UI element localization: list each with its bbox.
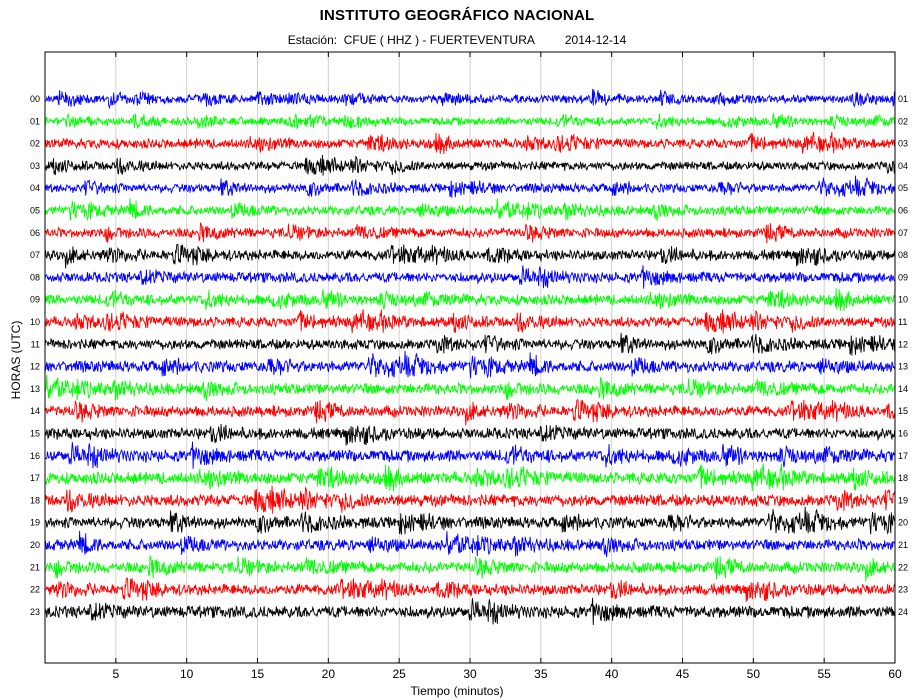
trace-hour-04 xyxy=(44,175,896,198)
hour-label-left: 17 xyxy=(30,473,40,483)
x-tick-label: 55 xyxy=(817,667,831,681)
hour-label-left: 00 xyxy=(30,94,40,104)
hour-label-left: 08 xyxy=(30,272,40,282)
trace-hour-20 xyxy=(44,530,896,558)
hour-label-right: 18 xyxy=(898,473,908,483)
x-tick-label: 45 xyxy=(676,667,690,681)
x-tick-label: 5 xyxy=(112,667,119,681)
x-tick-label: 30 xyxy=(463,667,477,681)
x-tick-label: 25 xyxy=(392,667,406,681)
trace-hour-08 xyxy=(44,265,896,289)
trace-hour-21 xyxy=(44,554,896,582)
hour-label-left: 12 xyxy=(30,362,40,372)
hour-label-left: 13 xyxy=(30,384,40,394)
hour-label-right: 14 xyxy=(898,384,908,394)
hour-label-left: 21 xyxy=(30,562,40,572)
trace-hour-17 xyxy=(44,463,896,492)
hour-label-left: 15 xyxy=(30,429,40,439)
hour-label-right: 01 xyxy=(898,94,908,104)
hour-label-left: 22 xyxy=(30,585,40,595)
trace-hour-22 xyxy=(44,577,896,602)
hour-label-left: 07 xyxy=(30,250,40,260)
trace-hour-05 xyxy=(44,198,896,221)
hour-label-left: 01 xyxy=(30,116,40,126)
trace-hour-01 xyxy=(44,113,896,130)
hour-label-right: 21 xyxy=(898,540,908,550)
trace-hour-07 xyxy=(44,243,896,269)
hour-label-right: 20 xyxy=(898,518,908,528)
hour-label-right: 22 xyxy=(898,562,908,572)
hour-label-right: 12 xyxy=(898,339,908,349)
hour-label-left: 11 xyxy=(31,339,40,349)
trace-hour-09 xyxy=(44,288,896,311)
hour-label-right: 11 xyxy=(898,317,907,327)
date-label: 2014-12-14 xyxy=(564,33,627,47)
chart-title: INSTITUTO GEOGRÁFICO NACIONAL xyxy=(319,7,595,24)
hour-label-right: 19 xyxy=(898,495,908,505)
hour-label-right: 24 xyxy=(898,607,908,617)
trace-hour-18 xyxy=(44,485,896,514)
chart-subtitle: Estación: CFUE ( HHZ ) - FUERTEVENTURA 20… xyxy=(0,33,914,47)
hour-label-right: 09 xyxy=(898,272,908,282)
x-tick-label: 50 xyxy=(747,667,761,681)
trace-hour-00 xyxy=(44,88,896,110)
hour-label-left: 06 xyxy=(30,228,40,238)
x-tick-label: 40 xyxy=(605,667,619,681)
hour-label-right: 03 xyxy=(898,139,908,149)
trace-hour-19 xyxy=(44,506,896,535)
hour-label-left: 18 xyxy=(30,495,40,505)
hour-label-right: 10 xyxy=(898,295,908,305)
hour-label-left: 05 xyxy=(30,206,40,216)
trace-hour-02 xyxy=(44,131,896,154)
hour-label-right: 05 xyxy=(898,183,908,193)
hour-label-right: 17 xyxy=(898,451,908,461)
hour-label-left: 03 xyxy=(30,161,40,171)
hour-label-right: 08 xyxy=(898,250,908,260)
plot-frame xyxy=(44,51,896,664)
hour-label-left: 04 xyxy=(30,183,40,193)
trace-hour-14 xyxy=(44,399,896,426)
trace-hour-12 xyxy=(44,350,896,379)
hour-label-left: 02 xyxy=(30,139,40,149)
hour-label-right: 02 xyxy=(898,116,908,126)
trace-hour-11 xyxy=(44,332,896,356)
x-tick-label: 60 xyxy=(888,667,902,681)
x-tick-label: 10 xyxy=(180,667,194,681)
x-tick-label: 15 xyxy=(251,667,265,681)
hour-label-left: 14 xyxy=(30,406,40,416)
hour-label-left: 19 xyxy=(30,518,40,528)
trace-hour-10 xyxy=(44,309,896,334)
hour-label-right: 16 xyxy=(898,429,908,439)
hour-label-right: 06 xyxy=(898,206,908,216)
trace-hour-13 xyxy=(44,375,896,402)
trace-hour-16 xyxy=(44,441,896,469)
hour-label-left: 16 xyxy=(30,451,40,461)
y-axis-label: HORAS (UTC) xyxy=(9,320,23,400)
x-axis-ticks: 5 10 15 20 25 30 35 40 45 50 55 60 xyxy=(112,52,902,681)
hour-label-left: 23 xyxy=(30,607,40,617)
hour-label-right: 15 xyxy=(898,406,908,416)
station-label: Estación: CFUE ( HHZ ) - FUERTEVENTURA xyxy=(287,33,535,47)
x-tick-label: 35 xyxy=(534,667,548,681)
hour-label-left: 20 xyxy=(30,540,40,550)
trace-hour-03 xyxy=(44,155,896,176)
hour-label-right: 07 xyxy=(898,228,908,238)
x-tick-label: 20 xyxy=(322,667,336,681)
x-axis-label: Tiempo (minutos) xyxy=(410,684,504,698)
trace-hour-23 xyxy=(44,597,896,626)
hour-label-right: 13 xyxy=(898,362,908,372)
trace-hour-15 xyxy=(44,423,896,446)
hour-labels: 00 01 01 02 02 03 03 04 04 05 05 06 06 07 07 08 08 09 09 10… xyxy=(30,94,908,617)
trace-hour-06 xyxy=(44,222,896,244)
hour-label-right: 04 xyxy=(898,161,908,171)
traces xyxy=(44,88,896,626)
hour-label-left: 09 xyxy=(30,295,40,305)
hour-label-left: 10 xyxy=(30,317,40,327)
hour-label-right: 23 xyxy=(898,585,908,595)
